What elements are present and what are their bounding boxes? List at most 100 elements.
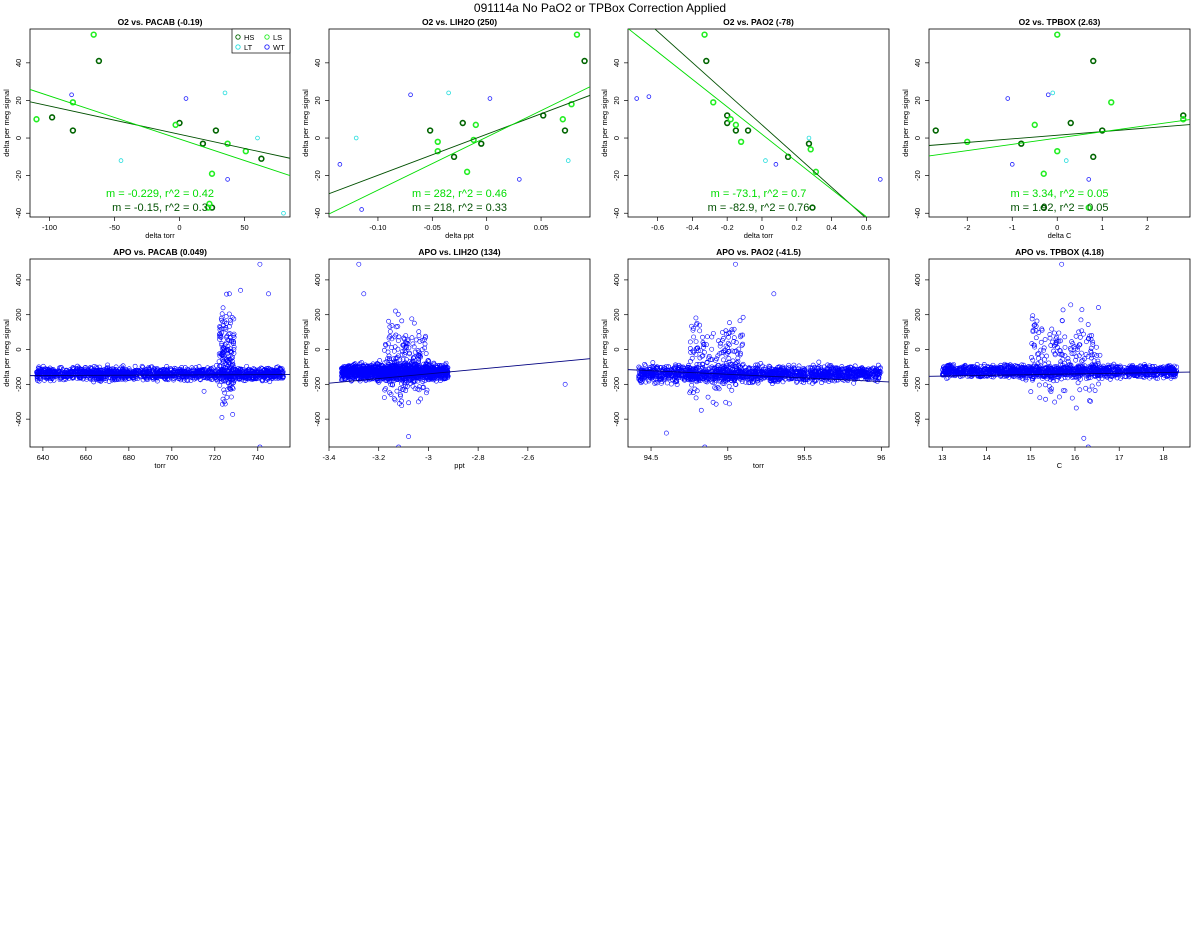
data-point (388, 382, 394, 387)
data-point (412, 349, 418, 355)
data-point (165, 377, 171, 383)
data-point-lt (1063, 158, 1069, 163)
data-point (419, 347, 425, 353)
data-point-lt (118, 158, 124, 163)
data-point (410, 355, 416, 361)
data-point (246, 376, 252, 382)
data-point-ls (1108, 99, 1115, 106)
x-tick-label: 1 (1100, 223, 1104, 232)
data-point (382, 369, 388, 375)
data-point (218, 368, 223, 374)
data-point-hs (258, 155, 265, 162)
data-point (412, 354, 418, 360)
data-point (766, 363, 772, 369)
x-tick-label: 0 (485, 223, 489, 232)
data-point (243, 375, 249, 381)
data-point (228, 394, 234, 400)
data-point (236, 369, 241, 375)
plot-area (929, 31, 1190, 211)
y-tick-label: 20 (313, 96, 322, 104)
y-tick-label: 0 (14, 347, 23, 351)
data-point (235, 371, 241, 377)
data-point (423, 351, 429, 356)
data-point (346, 363, 352, 369)
y-axis-label: delta per meg signal (301, 319, 310, 387)
data-point (256, 366, 262, 372)
data-point (219, 415, 225, 420)
chart-panel-7: APO vs. PAO2 (-41.5)94.5 95 95.5 96-400-200… (600, 247, 890, 470)
data-point-hs (744, 127, 752, 134)
data-point (696, 361, 702, 367)
data-point (226, 338, 232, 343)
data-point (389, 345, 394, 350)
data-point (867, 377, 873, 382)
data-point (420, 385, 426, 391)
x-axis-label: delta torr (744, 231, 774, 240)
data-point (225, 358, 230, 363)
data-point (229, 349, 235, 355)
data-point (221, 356, 227, 361)
data-point-ls (727, 116, 734, 123)
x-axis-label: torr (753, 461, 765, 470)
data-point (173, 375, 179, 381)
data-point (217, 331, 223, 337)
data-point-hs (561, 127, 569, 134)
chart-title: O2 vs. TPBOX (2.63) (1019, 17, 1101, 27)
data-point (867, 367, 873, 373)
fit-line (329, 94, 590, 195)
plot-area (329, 261, 590, 447)
data-point-hs (95, 57, 103, 65)
data-point-hs (1090, 153, 1097, 161)
data-point (222, 401, 228, 407)
x-tick-label: -0.4 (686, 223, 699, 232)
x-tick-label: 680 (123, 453, 136, 462)
data-point (400, 387, 406, 393)
data-point (383, 386, 388, 392)
data-point (818, 368, 824, 374)
data-point (402, 344, 408, 350)
data-point (121, 371, 126, 377)
data-point (238, 287, 243, 293)
chart-panel-2: O2 vs. LIH2O (250)-0.10 -0.05 0 0.05-40-200… (301, 17, 591, 240)
data-point (120, 363, 126, 369)
data-point (133, 375, 139, 381)
data-point-ls (710, 99, 717, 106)
data-point-ls (1180, 116, 1187, 123)
data-point (216, 351, 222, 357)
data-point (407, 351, 412, 357)
data-point (132, 369, 137, 375)
x-tick-label: 700 (166, 453, 179, 462)
data-point (52, 368, 57, 374)
data-point (35, 372, 41, 378)
x-tick-label: -1 (1009, 223, 1016, 232)
data-point-hs (809, 204, 816, 211)
data-point (346, 366, 351, 372)
data-point (392, 344, 398, 350)
data-point (219, 317, 225, 323)
data-point (278, 370, 284, 376)
data-point (396, 368, 402, 373)
data-point (228, 375, 233, 381)
chart-title: APO vs. PACAB (0.049) (113, 247, 207, 257)
data-point-wt (183, 96, 189, 101)
y-tick-label: -200 (313, 377, 322, 392)
legend-label: WT (273, 43, 285, 52)
x-tick-label: 0.6 (861, 223, 871, 232)
data-point (796, 363, 802, 369)
data-point (218, 363, 224, 369)
data-point (226, 380, 232, 386)
data-point (390, 371, 396, 377)
data-point (357, 362, 363, 368)
data-point (370, 371, 376, 377)
data-point (230, 412, 236, 417)
data-point (844, 366, 850, 372)
data-point (220, 305, 226, 311)
data-point (833, 365, 839, 371)
data-point (231, 373, 237, 379)
data-point (257, 261, 263, 267)
data-point (386, 318, 391, 324)
data-point (402, 360, 408, 366)
data-point (346, 374, 352, 380)
data-point (831, 367, 836, 372)
data-point-lt (565, 158, 571, 163)
